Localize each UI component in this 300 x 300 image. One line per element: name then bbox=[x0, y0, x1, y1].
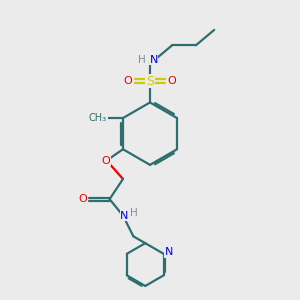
Text: S: S bbox=[146, 74, 154, 88]
Text: CH₃: CH₃ bbox=[89, 113, 107, 123]
Text: N: N bbox=[120, 211, 129, 220]
Text: O: O bbox=[101, 156, 110, 166]
Text: O: O bbox=[168, 76, 176, 86]
Text: H: H bbox=[130, 208, 137, 218]
Text: N: N bbox=[149, 55, 158, 64]
Text: H: H bbox=[138, 55, 146, 64]
Text: N: N bbox=[165, 248, 173, 257]
Text: O: O bbox=[124, 76, 132, 86]
Text: O: O bbox=[78, 194, 87, 204]
